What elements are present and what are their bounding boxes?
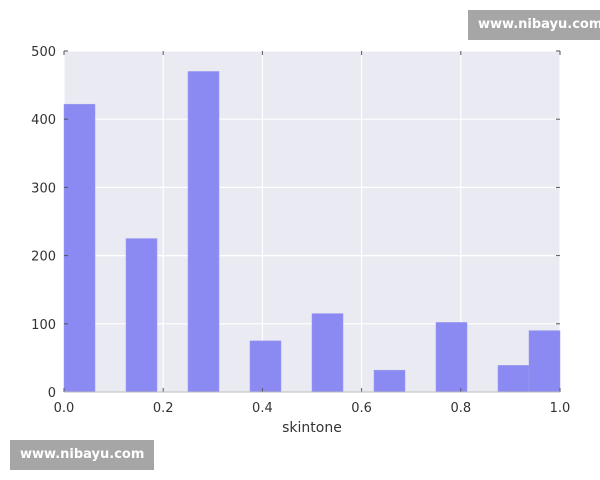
watermark-bottom: www.nibayu.com [10, 440, 155, 470]
x-tick-label: 0.2 [153, 401, 174, 416]
x-tick-label: 1.0 [550, 401, 571, 416]
x-axis-label: skintone [282, 420, 342, 436]
histogram-bar [435, 322, 468, 393]
watermark-top: www.nibayu.com [468, 10, 600, 40]
y-tick-label: 300 [31, 181, 56, 196]
histogram-bar [187, 71, 220, 393]
y-tick-label: 200 [31, 250, 56, 265]
x-tick-label: 0.4 [252, 401, 273, 416]
x-tick-label: 0.0 [54, 401, 75, 416]
y-tick-label: 400 [31, 113, 56, 128]
y-tick-label: 0 [48, 386, 56, 401]
histogram-bar [311, 313, 344, 393]
x-tick-label: 0.6 [351, 401, 372, 416]
histogram-bar [249, 340, 282, 393]
x-tick-label: 0.8 [450, 401, 471, 416]
y-tick-label: 100 [31, 318, 56, 333]
histogram-bar [125, 238, 158, 393]
histogram-bar [497, 365, 530, 393]
histogram-bar [528, 330, 561, 393]
y-tick-label: 500 [31, 45, 56, 60]
histogram-bar [63, 103, 96, 393]
histogram-bar [373, 369, 406, 393]
